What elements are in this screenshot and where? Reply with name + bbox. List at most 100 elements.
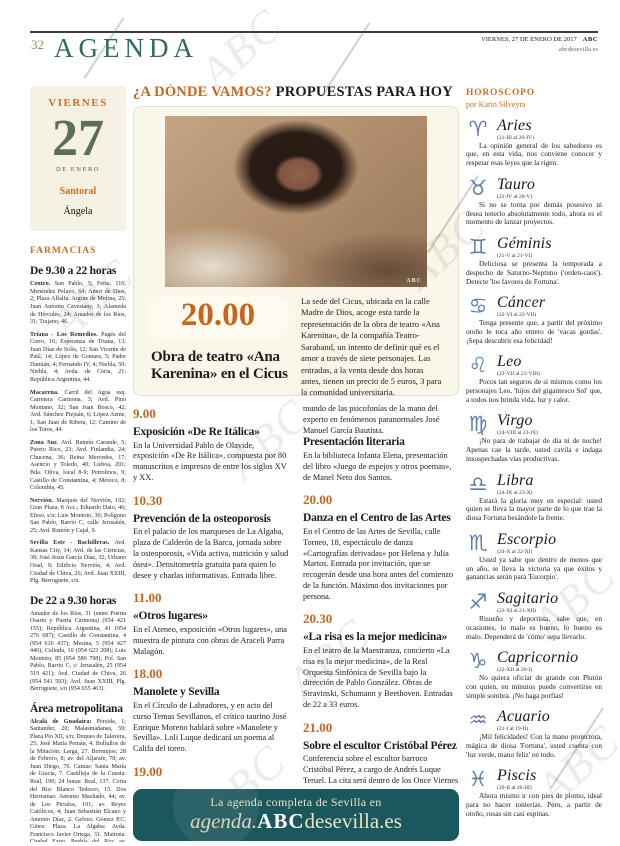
zodiac-glyph-icon: ♍	[468, 412, 488, 437]
featured-event-time: 20.00	[147, 296, 289, 339]
event-description: En el teatro de la Maestranza, concierto…	[303, 646, 453, 709]
zodiac-name: Sagitario	[497, 589, 559, 607]
zodiac-name: Escorpio	[497, 530, 557, 548]
zodiac-forecast: Risueño y deportista, sabe que, en ocasi…	[466, 613, 602, 641]
header-brand: ABC	[582, 36, 598, 43]
zodiac-name: Tauro	[497, 175, 536, 193]
event-description: En el Centro de las Artes de Sevilla, ca…	[303, 526, 454, 601]
headline-question: ¿A DÓNDE VAMOS?	[133, 84, 272, 100]
pharmacy-listing: Macarena. Carril del Agua esq. Carretera…	[30, 389, 126, 434]
zodiac-sign-entry: ♎ Libra (24-IX al 23-X) Estará la gloria…	[466, 471, 602, 524]
zodiac-glyph-icon: ♎	[468, 471, 488, 496]
zodiac-glyph-icon: ♌	[468, 353, 488, 378]
event-item: 10.30 Prevención de la osteoporosis En e…	[133, 493, 289, 582]
event-description: mundo de las psicofonías de la mano del …	[303, 404, 440, 435]
zodiac-glyph-icon: ♏	[468, 530, 488, 555]
left-column: VIERNES 27 DE ENERO Santoral Ángela FARM…	[30, 86, 126, 842]
events-section: 9.00 Exposición «De Re Itálica» En la Un…	[133, 404, 459, 784]
event-title: Presentación literaria	[303, 436, 405, 449]
zodiac-name: Virgo	[497, 412, 533, 430]
zodiac-forecast: Pocos tan seguros de sí mismos como los …	[466, 377, 602, 404]
page-headline: ¿A DÓNDE VAMOS? PROPUESTAS PARA HOY	[133, 84, 459, 101]
section-title: AGENDA	[54, 33, 198, 63]
header-meta: VIERNES, 27 DE ENERO DE 2017 ABC abcdesev…	[481, 35, 598, 55]
zodiac-sign-entry: ♒ Acuario (21-I al 19-II) ¡Mil felicidad…	[466, 709, 602, 760]
pharmacy-listing: Amador de los Ríos, 31 (entre Puerta Osa…	[30, 610, 126, 693]
page-number: 32	[31, 37, 44, 52]
zodiac-date-range: (20-II al 20-III)	[497, 785, 532, 792]
banner-url-suffix: desevilla.es	[304, 809, 402, 833]
event-item: Presentación literaria En la biblioteca …	[303, 436, 459, 483]
zodiac-date-range: (24-IX al 23-X)	[497, 489, 533, 496]
events-column-right: mundo de las psicofonías de la mano del …	[303, 404, 459, 784]
event-title: Manolete y Sevilla	[133, 686, 220, 699]
zodiac-forecast: Deliciosa se presenta la temporada a des…	[466, 258, 602, 286]
event-time: 9.00	[133, 406, 156, 421]
zodiac-forecast: Ahora mismo ir con pies de plomo, ideal …	[466, 791, 602, 819]
horoscope-title: HORÓSCOPO	[466, 88, 535, 98]
zodiac-forecast: Tenga presente que, a partir del próximo…	[466, 318, 602, 345]
event-description: En el palacio de los marqueses de La Alg…	[133, 527, 289, 580]
headline-rest: PROPUESTAS PARA HOY	[275, 84, 453, 100]
event-title: «Otros lugares»	[133, 610, 208, 623]
event-description: En el Círculo de Labradores, y en acto d…	[133, 700, 287, 754]
pharmacies-title: FARMACIAS	[30, 246, 97, 257]
pharmacy-listing: Alcalá de Guadaíra: Pérsida, 1; Santande…	[30, 718, 126, 842]
zodiac-sign-entry: ♋ Cáncer (22-VI al 22-VII) Tenga present…	[466, 295, 602, 346]
zodiac-forecast: Si no se torna por demás posesivo ni des…	[466, 199, 602, 227]
zodiac-sign-entry: ♍ Virgo (24-VIII al 23-IX) ¡No para de t…	[466, 413, 602, 464]
pharmacy-listing: Centro. San Pablo, 5; Feria, 116; Menénd…	[30, 281, 126, 326]
pharmacy-hours-heading: De 22 a 9.30 horas	[30, 594, 117, 607]
zodiac-sign-entry: ♊ Géminis (21-V al 21-VI) Deliciosa se p…	[466, 234, 602, 287]
zodiac-sign-entry: ♉ Tauro (21-IV al 20-V) Si no se torna p…	[466, 175, 602, 228]
zodiac-date-range: (21-III al 20-IV)	[497, 134, 534, 141]
event-title: Prevención de la osteoporosis	[133, 512, 271, 525]
event-time: 20.30	[303, 611, 333, 627]
zodiac-date-range: (21-I al 19-II)	[497, 726, 529, 733]
zodiac-sign-entry: ♈ Aries (21-III al 20-IV) La opinión gen…	[466, 116, 602, 169]
zodiac-glyph-icon: ♉	[468, 175, 488, 200]
zodiac-forecast: Estará la gloria muy en especial: usted …	[466, 495, 602, 523]
event-item: 20.30 «La risa es la mejor medicina» En …	[303, 611, 459, 710]
event-item: 21.00 Sobre el escultor Cristóbal Pérez …	[303, 720, 459, 784]
agenda-banner-link[interactable]: La agenda completa de Sevilla en agenda.…	[133, 789, 459, 841]
zodiac-name: Cáncer	[497, 294, 546, 312]
event-item: 9.00 Exposición «De Re Itálica» En la Un…	[133, 406, 289, 484]
pharmacy-hours-heading: Área metropolitana	[30, 702, 123, 715]
banner-text: La agenda completa de Sevilla en	[210, 795, 382, 809]
zodiac-name: Acuario	[497, 708, 550, 726]
main-column: ¿A DÓNDE VAMOS? PROPUESTAS PARA HOY ABC 2…	[133, 84, 459, 784]
zodiac-name: Aries	[497, 116, 532, 134]
zodiac-date-range: (24-VIII al 23-IX)	[497, 430, 539, 437]
event-description: En el Ateneo, exposición «Otros lugares»…	[133, 624, 287, 656]
horoscope-byline: por Karin Silveyra	[466, 100, 526, 109]
event-item: mundo de las psicofonías de la mano del …	[303, 404, 459, 436]
zodiac-glyph-icon: ♈	[468, 116, 488, 141]
zodiac-sign-entry: ♐ Sagitario (23-XI al 21-XII) Risueño y …	[466, 589, 602, 642]
zodiac-forecast: No quiera oficiar de grande con Plutón c…	[466, 673, 602, 700]
zodiac-glyph-icon: ♐	[468, 589, 488, 614]
event-time: 10.30	[133, 492, 163, 508]
event-title: «La risa es la mejor medicina»	[303, 631, 448, 644]
pharmacy-listing: Triana - Los Remedios. Pagés del Corro, …	[30, 331, 126, 383]
featured-event-description: La sede del Cicus, ubicada en la calle M…	[301, 296, 442, 398]
zodiac-forecast: Usted ya sabe que dentro de menos que un…	[466, 554, 602, 582]
zodiac-glyph-icon: ♒	[468, 708, 488, 733]
header-site-link[interactable]: abcdesevilla.es	[558, 45, 598, 53]
event-title: Danza en el Centro de las Artes	[303, 512, 451, 525]
banner-brand: ABC	[257, 809, 305, 833]
zodiac-glyph-icon: ♋	[468, 294, 488, 319]
day-name: VIERNES	[48, 97, 108, 109]
zodiac-sign-entry: ♏ Escorpio (24-X al 22-XI) Usted ya sabe…	[466, 530, 602, 583]
horoscope-list: ♈ Aries (21-III al 20-IV) La opinión gen…	[466, 116, 602, 820]
zodiac-glyph-icon: ♑	[468, 649, 488, 674]
events-column-left: 9.00 Exposición «De Re Itálica» En la Un…	[133, 404, 289, 784]
month-label: DE ENERO	[56, 166, 100, 174]
zodiac-date-range: (21-IV al 20-V)	[497, 193, 533, 200]
day-number: 27	[52, 110, 104, 167]
pharmacy-listing: Zona Sur. Avd. Ramón Carande, 5; Puerto …	[30, 439, 126, 492]
zodiac-forecast: La opinión general de los sabedores es q…	[466, 140, 602, 168]
header-rule	[30, 31, 598, 33]
zodiac-name: Géminis	[497, 234, 552, 252]
